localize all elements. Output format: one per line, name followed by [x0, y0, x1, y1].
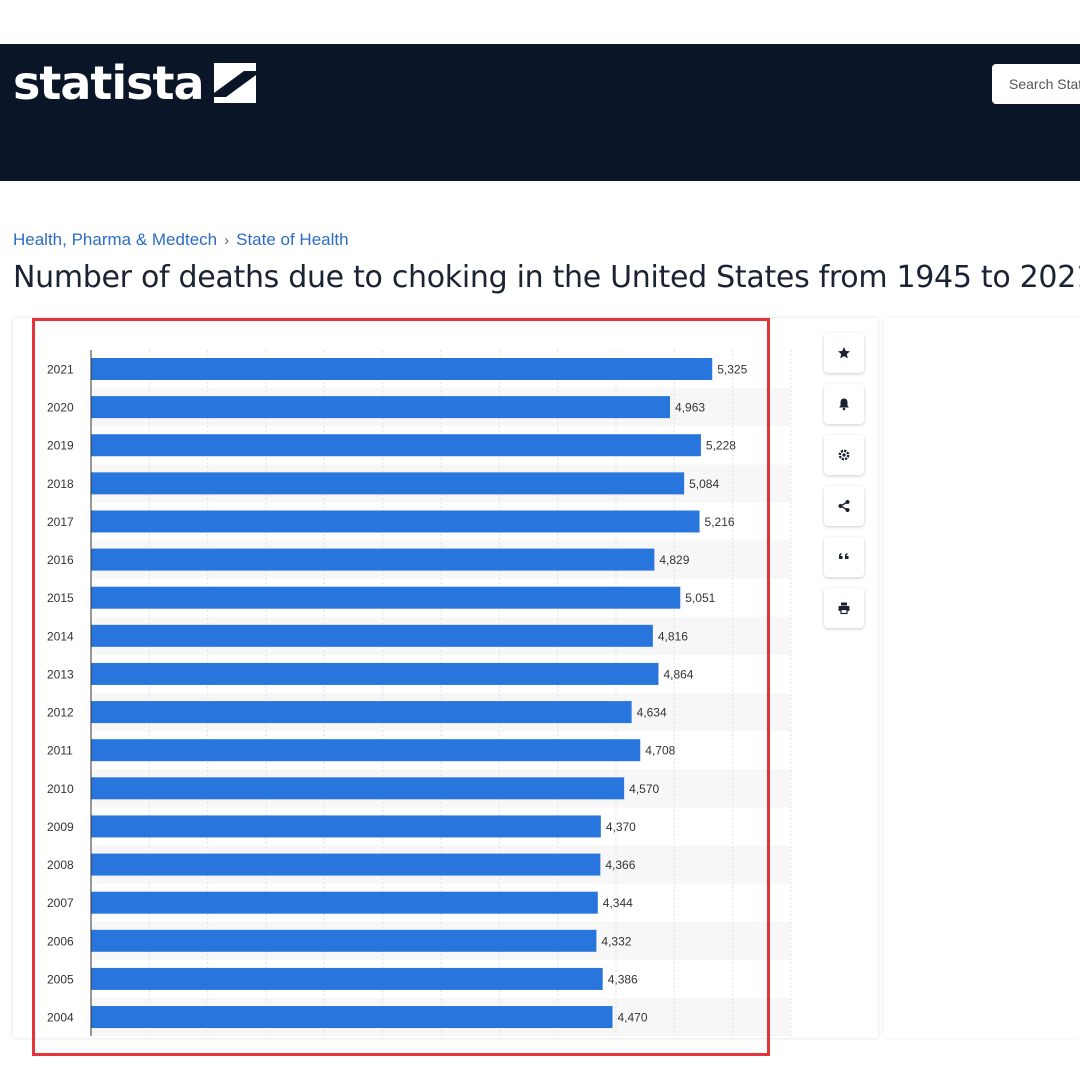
site-header [0, 44, 1080, 181]
citation-button[interactable] [824, 537, 864, 577]
value-label: 5,228 [706, 439, 736, 453]
side-panel [884, 318, 1080, 1038]
bar [91, 815, 601, 838]
value-label: 4,332 [601, 934, 631, 948]
category-label: 2009 [47, 820, 74, 834]
category-label: 2013 [47, 667, 74, 681]
favorite-button[interactable] [824, 333, 864, 373]
category-label: 2019 [47, 439, 74, 453]
value-label: 4,370 [606, 820, 636, 834]
bar [91, 777, 625, 800]
category-label: 2020 [47, 401, 74, 415]
highlight-box [32, 318, 770, 1056]
bar [91, 358, 713, 380]
bar [91, 624, 653, 647]
bar [91, 396, 671, 419]
logo-text: statista [13, 56, 205, 110]
bar [91, 853, 601, 876]
category-label: 2007 [47, 896, 74, 910]
value-label: 4,634 [637, 706, 667, 720]
bar [91, 739, 641, 762]
breadcrumb-link-state-of-health[interactable]: State of Health [236, 230, 349, 249]
bar [91, 472, 685, 495]
category-label: 2008 [47, 858, 74, 872]
statista-logo[interactable]: statista [13, 58, 256, 108]
category-label: 2018 [47, 477, 74, 491]
category-label: 2017 [47, 515, 74, 529]
breadcrumb-link-health[interactable]: Health, Pharma & Medtech [13, 230, 218, 249]
category-label: 2004 [47, 1011, 74, 1025]
notification-button[interactable] [824, 384, 864, 424]
category-label: 2005 [47, 972, 74, 986]
value-label: 5,051 [685, 591, 715, 605]
bar [91, 548, 655, 571]
value-label: 5,216 [705, 515, 735, 529]
bar [91, 891, 598, 914]
search-input[interactable]: Search Stat [992, 64, 1080, 104]
category-label: 2021 [47, 363, 74, 377]
share-button[interactable] [824, 486, 864, 526]
logo-mark-icon [213, 63, 256, 103]
category-label: 2010 [47, 782, 74, 796]
star-icon [838, 347, 850, 359]
value-label: 4,829 [659, 553, 689, 567]
category-label: 2012 [47, 706, 74, 720]
print-icon [838, 602, 850, 615]
value-label: 4,470 [618, 1011, 648, 1025]
category-label: 2006 [47, 934, 74, 948]
chart-card: 2021 5,325 2020 4,963 2019 5,228 2018 5,084 2017… [13, 318, 878, 1038]
value-label: 5,084 [689, 477, 719, 491]
value-label: 4,386 [608, 972, 638, 986]
bar [91, 586, 681, 609]
bar [91, 701, 632, 724]
bar [91, 1006, 613, 1029]
category-label: 2014 [47, 629, 74, 643]
page-title: Number of deaths due to choking in the U… [13, 260, 1080, 295]
category-label: 2015 [47, 591, 74, 605]
print-button[interactable] [824, 588, 864, 628]
bar-chart: 2021 5,325 2020 4,963 2019 5,228 2018 5,084 2017… [47, 349, 792, 1037]
settings-button[interactable] [824, 435, 864, 475]
value-label: 4,344 [603, 896, 633, 910]
category-label: 2011 [47, 744, 73, 758]
bar [91, 967, 603, 990]
value-label: 4,864 [663, 667, 693, 681]
value-label: 5,325 [717, 363, 747, 377]
bar [91, 434, 701, 457]
share-icon [838, 500, 850, 512]
category-label: 2016 [47, 553, 74, 567]
bar [91, 662, 659, 685]
bar [91, 929, 597, 952]
value-label: 4,570 [629, 782, 659, 796]
bar [91, 510, 700, 533]
value-label: 4,963 [675, 401, 705, 415]
chart-toolbar [824, 333, 864, 639]
quote-icon [839, 553, 849, 559]
value-label: 4,366 [605, 858, 635, 872]
gear-icon [838, 449, 850, 461]
breadcrumb: Health, Pharma & Medtech › State of Heal… [13, 230, 349, 250]
bell-icon [839, 398, 849, 411]
breadcrumb-separator: › [224, 231, 230, 249]
value-label: 4,816 [658, 629, 688, 643]
value-label: 4,708 [645, 744, 675, 758]
